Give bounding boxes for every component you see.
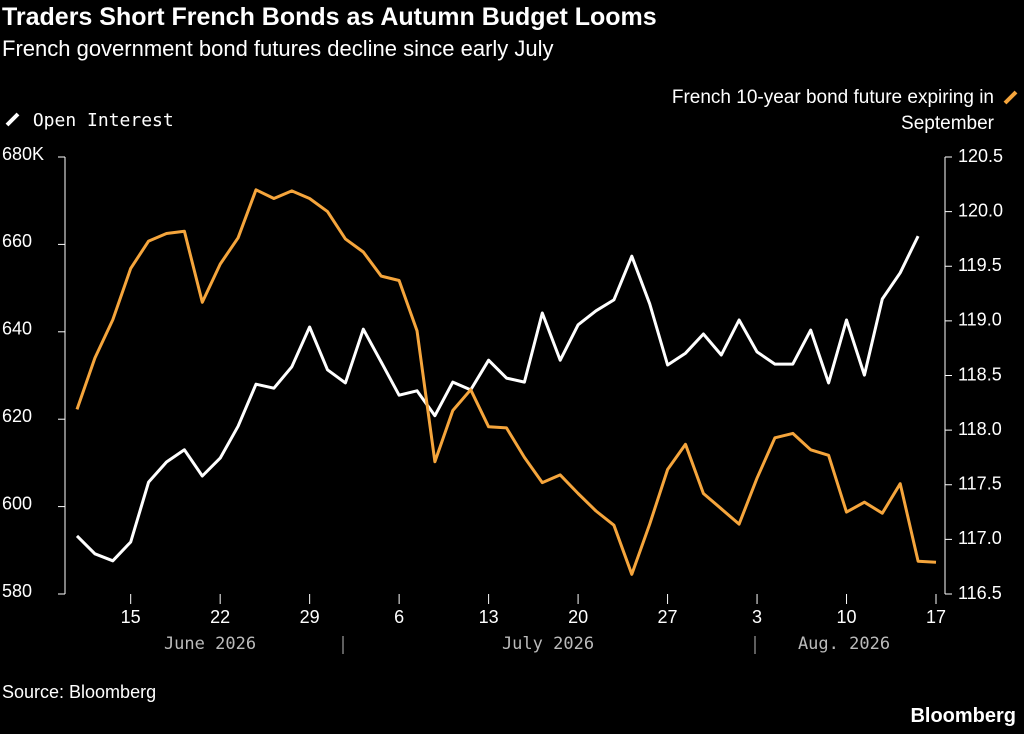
x-tick-label: 22 [210,607,230,627]
x-tick-label: 15 [121,607,141,627]
month-label: Aug. 2026 [798,634,890,654]
x-tick-label: 10 [837,607,857,627]
y2-tick-label: 119.5 [958,255,1002,275]
legend-item: Open Interest [4,110,174,131]
y2-tick-label: 118.0 [958,419,1002,439]
subtitle: French government bond futures decline s… [2,36,554,61]
legend-label: French 10-year bond future expiring in S… [671,87,994,134]
y-tick-label: 680K [2,144,44,164]
x-tick-label: 20 [568,607,588,627]
y-tick-label: 620 [2,406,32,426]
legend-icon [1003,90,1018,105]
source: Source: Bloomberg [2,682,157,702]
x-tick-label: 13 [479,607,499,627]
y-tick-label: 600 [2,493,32,513]
y-tick-label: 660 [2,231,32,251]
x-tick-label: 3 [752,607,762,627]
x-tick-label: 6 [394,607,404,627]
title: Traders Short French Bonds as Autumn Bud… [2,3,657,31]
series-line [75,235,920,563]
legend-icon [5,112,20,127]
y2-tick-label: 120.0 [958,200,1003,220]
y2-tick-label: 116.5 [958,583,1002,603]
x-tick-label: 17 [926,607,946,627]
legend-label: Open Interest [32,110,174,131]
y-tick-label: 640 [2,319,32,339]
month-label: June 2026 [164,634,256,654]
y2-tick-label: 117.0 [958,528,1002,548]
y-tick-label: 580 [2,581,32,601]
y2-tick-label: 120.5 [958,146,1003,166]
brand: Bloomberg [910,705,1016,727]
x-tick-label: 27 [658,607,678,627]
x-tick-label: 29 [300,607,320,627]
series-line [75,188,937,576]
y2-tick-label: 117.5 [958,474,1002,494]
y2-tick-label: 119.0 [958,310,1002,330]
y2-tick-label: 118.5 [958,364,1002,384]
month-label: July 2026 [502,634,594,654]
